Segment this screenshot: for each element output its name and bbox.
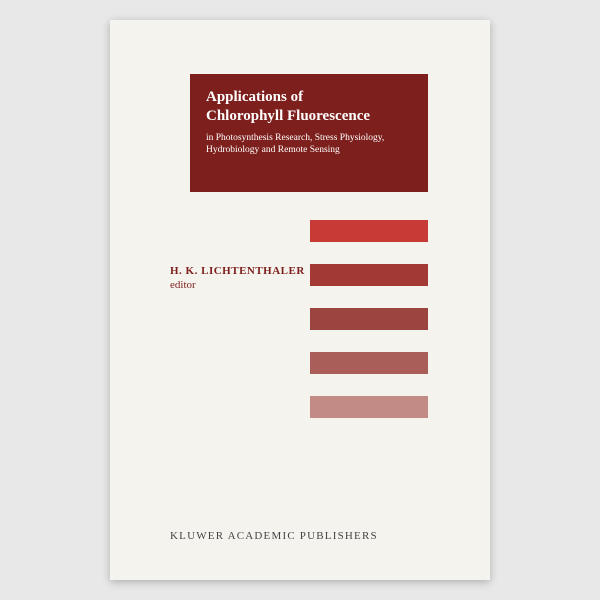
subtitle: in Photosynthesis Research, Stress Physi… [206,132,412,158]
title-block: Applications of Chlorophyll Fluorescence… [190,74,428,192]
title-line-2: Chlorophyll Fluorescence [206,107,412,126]
publisher: KLUWER ACADEMIC PUBLISHERS [170,530,378,542]
editor-role: editor [170,279,305,291]
editor-name: H. K. LICHTENTHALER [170,265,305,277]
stripe-2 [310,264,428,286]
stripe-5 [310,396,428,418]
book-cover: Applications of Chlorophyll Fluorescence… [110,20,490,580]
stripe-1 [310,220,428,242]
title-line-1: Applications of [206,88,412,107]
stripe-4 [310,352,428,374]
stripe-3 [310,308,428,330]
editor-block: H. K. LICHTENTHALER editor [170,265,305,291]
